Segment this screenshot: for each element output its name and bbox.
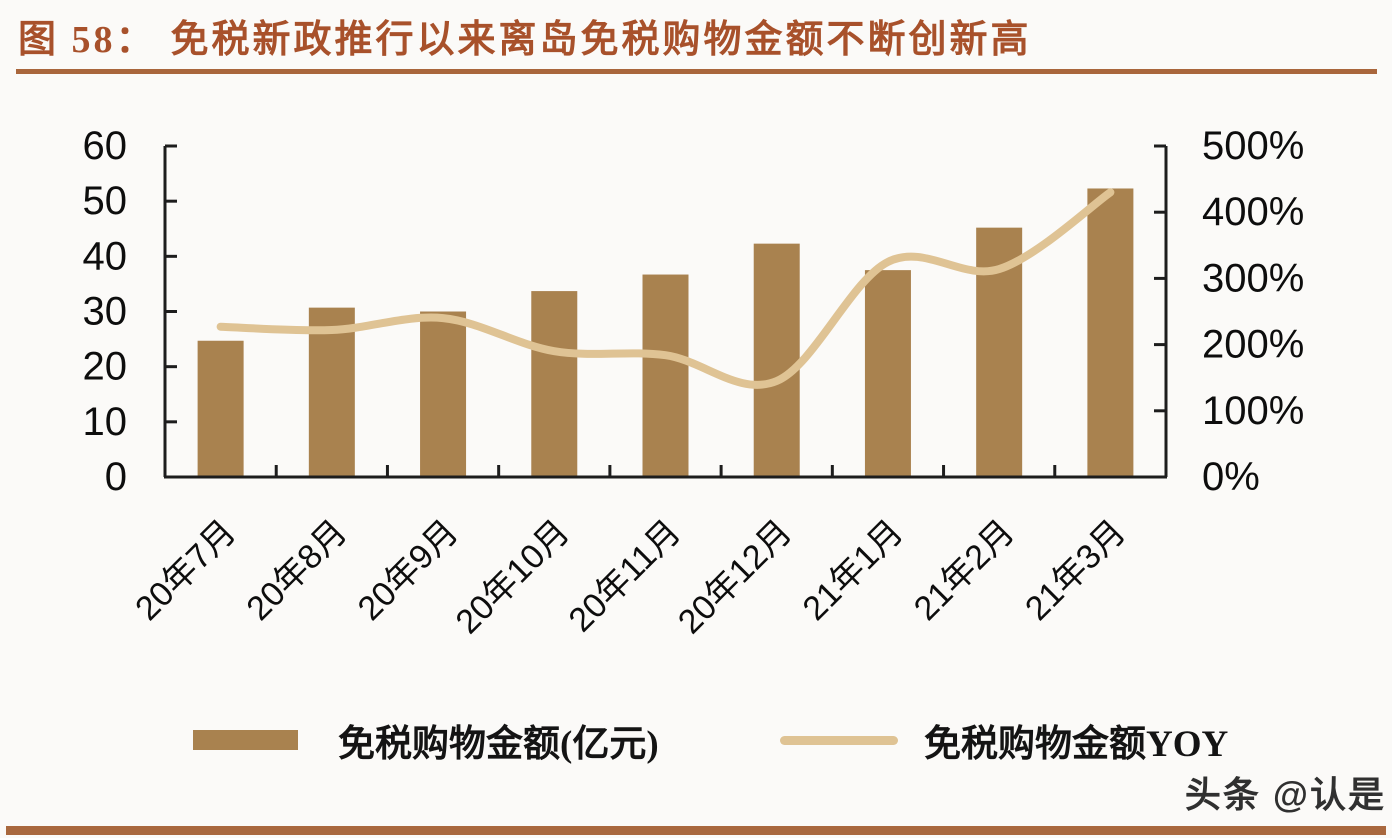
chart-canvas: 0 10 20 30 40 50 60 0% 100% 200% 300% 400% 500% 20年7月… xyxy=(83,124,1305,641)
watermark: 头条 @认是 xyxy=(1184,774,1386,815)
legend-item-bar-series: 免税购物金额(亿元) xyxy=(193,716,659,765)
x-category-label: 21年3月 xyxy=(1018,513,1133,628)
bar-20年12月 xyxy=(753,243,800,477)
left-tick-label: 50 xyxy=(83,179,128,223)
bottom-accent-band xyxy=(6,826,1386,835)
left-tick-label: 20 xyxy=(83,345,128,389)
x-category-label: 20年10月 xyxy=(448,513,576,641)
right-tick-label: 500% xyxy=(1202,124,1304,168)
bar-20年8月 xyxy=(308,307,355,477)
figure-title: 图 58： 免税新政推行以来离岛免税购物金额不断创新高 xyxy=(18,8,1382,63)
bar-21年3月 xyxy=(1087,188,1134,477)
figure-number: 图 58： xyxy=(18,19,157,61)
bar-20年10月 xyxy=(531,291,578,477)
right-tick-label: 300% xyxy=(1202,256,1304,300)
line-series-label: 免税购物金额YOY xyxy=(924,724,1229,765)
left-tick-label: 60 xyxy=(83,124,128,168)
left-tick-label: 10 xyxy=(83,400,128,444)
left-tick-label: 40 xyxy=(83,234,128,278)
legend-item-line-series: 免税购物金额YOY xyxy=(780,716,1229,765)
bar-series-swatch xyxy=(193,730,298,750)
bar-20年7月 xyxy=(197,340,244,477)
figure-title-text: 免税新政推行以来离岛免税购物金额不断创新高 xyxy=(170,19,1032,61)
title-divider-line xyxy=(16,69,1377,74)
bar-20年9月 xyxy=(420,311,467,477)
right-tick-label: 100% xyxy=(1202,389,1304,433)
x-category-label: 20年8月 xyxy=(239,513,354,628)
right-tick-label: 200% xyxy=(1202,323,1304,367)
left-tick-label: 0 xyxy=(105,455,127,499)
right-tick-label: 0% xyxy=(1202,455,1260,499)
x-category-label: 21年2月 xyxy=(907,513,1022,628)
right-tick-label: 400% xyxy=(1202,190,1304,234)
bar-21年1月 xyxy=(864,270,911,477)
left-tick-label: 30 xyxy=(83,290,128,334)
x-category-label: 20年11月 xyxy=(561,513,688,640)
x-category-label: 20年12月 xyxy=(671,513,799,641)
x-category-label: 21年1月 xyxy=(796,513,911,628)
x-category-label: 20年9月 xyxy=(351,513,466,628)
yoy-line xyxy=(216,188,1115,389)
line-series-swatch xyxy=(780,735,898,745)
x-category-label: 20年7月 xyxy=(128,513,243,628)
bar-20年11月 xyxy=(642,274,689,477)
bar-series-label: 免税购物金额(亿元) xyxy=(338,724,659,765)
chart-legend: 免税购物金额(亿元) 免税购物金额YOY xyxy=(0,716,1392,765)
